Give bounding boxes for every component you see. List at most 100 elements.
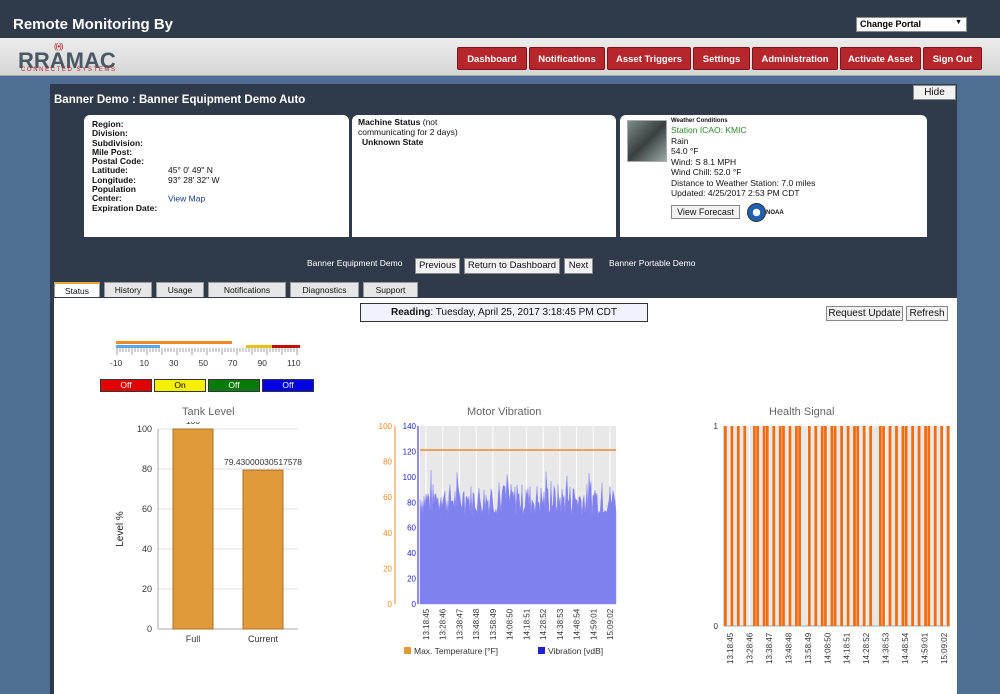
x-tick-label: 13:58:49 [489, 608, 498, 640]
view-map-link[interactable]: View Map [168, 193, 206, 204]
scale-tick-label: 110 [287, 358, 301, 368]
health-bar [888, 426, 892, 626]
health-bar [820, 426, 824, 626]
health-bar [743, 426, 747, 626]
field-label: Latitude: [92, 165, 128, 176]
field-label: Division: [92, 128, 128, 139]
motor-vibration-title: Motor Vibration [467, 406, 542, 418]
health-bar [736, 426, 740, 626]
legend-swatch-vibration [538, 647, 545, 654]
previous-asset-name: Banner Equipment Demo [307, 258, 403, 268]
tab-usage[interactable]: Usage [156, 282, 204, 297]
machine-status-note: (not communicating for 2 days) [358, 117, 458, 137]
y-tick-label: 80 [142, 464, 152, 474]
top-bar: Remote Monitoring By Change Portal ▼ [0, 0, 1000, 38]
health-bar [762, 426, 766, 626]
health-bar [917, 426, 921, 626]
location-fields: Region: Division: Subdivision: Mile Post… [92, 119, 220, 213]
health-bar [862, 426, 866, 626]
tank-level-title: Tank Level [182, 406, 235, 418]
scale-tick-label: 90 [257, 358, 267, 368]
left-y-tick-label: 100 [379, 422, 393, 431]
tab-notifications[interactable]: Notifications [208, 282, 286, 297]
x-tick-label: 14:38:53 [882, 632, 891, 664]
health-bar [856, 426, 860, 626]
nav-sign-out[interactable]: Sign Out [923, 47, 982, 70]
x-tick-label: Current [248, 634, 279, 644]
nav-activate-asset[interactable]: Activate Asset [840, 47, 921, 70]
reading-label: Reading [390, 307, 431, 318]
nav-notifications[interactable]: Notifications [529, 47, 605, 70]
output-indicator-1: Off [100, 379, 152, 392]
rramac-logo[interactable]: ((•)) RRAMAC CONNECTED SYSTEMS [18, 42, 128, 74]
health-bar [878, 426, 882, 626]
output-indicator-3: Off [208, 379, 260, 392]
change-portal-select[interactable]: Change Portal ▼ [856, 17, 967, 32]
tab-support[interactable]: Support [363, 282, 418, 297]
weather-conditions: Weather Conditions Station ICAO: KMIC Ra… [671, 118, 815, 199]
nav-settings[interactable]: Settings [693, 47, 750, 70]
health-bar [904, 426, 908, 626]
x-tick-label: 13:28:46 [745, 632, 754, 664]
y-tick-label: 0 [147, 624, 152, 634]
scale-ticks [116, 348, 298, 355]
x-tick-label: 13:48:48 [784, 632, 793, 664]
field-label: Subdivision: [92, 137, 143, 148]
health-bar [756, 426, 760, 626]
machine-status: Machine Status (not communicating for 2 … [358, 117, 478, 147]
location-card: Region: Division: Subdivision: Mile Post… [84, 115, 349, 237]
field-label: Expiration Date: [92, 202, 158, 213]
y-tick-label: 40 [142, 544, 152, 554]
return-to-dashboard-button[interactable]: Return to Dashboard [464, 258, 560, 274]
machine-status-label: Machine Status [358, 117, 421, 127]
nav-dashboard[interactable]: Dashboard [457, 47, 527, 70]
nav-asset-triggers[interactable]: Asset Triggers [607, 47, 691, 70]
request-update-button[interactable]: Request Update [826, 306, 903, 321]
weather-card: Weather Conditions Station ICAO: KMIC Ra… [620, 115, 927, 237]
weather-line: Rain [671, 135, 689, 146]
health-bar [778, 426, 782, 626]
x-tick-label: 13:18:45 [422, 608, 431, 640]
status-panel: Reading: Tuesday, April 25, 2017 3:18:45… [54, 298, 957, 694]
view-forecast-button[interactable]: View Forecast [671, 205, 740, 219]
left-y-tick-label: 60 [383, 493, 392, 502]
scale-warm-band [246, 345, 272, 348]
x-tick-label: 14:38:53 [556, 608, 565, 640]
vibration-area [419, 469, 617, 605]
health-bar [830, 426, 834, 626]
previous-button[interactable]: Previous [415, 258, 460, 274]
tab-diagnostics[interactable]: Diagnostics [290, 282, 359, 297]
right-y-tick-label: 60 [407, 524, 416, 533]
left-y-tick-label: 80 [383, 458, 392, 467]
y-tick-label: 60 [142, 504, 152, 514]
x-tick-label: 14:59:01 [589, 608, 598, 640]
x-tick-label: 14:08:50 [506, 608, 515, 640]
field-row: Longitude: 93° 28' 32" W [92, 175, 220, 185]
field-row: Latitude: 45° 0' 49" N [92, 165, 220, 176]
tab-status[interactable]: Status [54, 282, 100, 297]
x-tick-label: 13:38:47 [765, 632, 774, 664]
next-button[interactable]: Next [564, 258, 593, 274]
field-row: Region: [92, 119, 220, 129]
health-bar [730, 426, 734, 626]
scale-tick-label: 30 [169, 358, 179, 368]
y-tick-label: 0 [714, 622, 719, 631]
x-tick-label: 14:48:54 [901, 632, 910, 664]
field-row: Subdivision: [92, 137, 220, 148]
health-bar [869, 426, 873, 626]
x-tick-label: 14:18:51 [522, 608, 531, 640]
right-y-tick-label: 120 [403, 447, 417, 456]
nav-administration[interactable]: Administration [752, 47, 838, 70]
signal-icon: ((•)) [54, 42, 64, 51]
health-bar [782, 426, 785, 626]
health-bar [795, 426, 798, 626]
hide-button[interactable]: Hide [913, 85, 956, 100]
tab-history[interactable]: History [104, 282, 152, 297]
refresh-button[interactable]: Refresh [906, 306, 948, 321]
x-tick-label: 13:48:48 [472, 608, 481, 640]
output-indicator-2: On [154, 379, 206, 392]
temperature-scale [116, 341, 300, 355]
health-bar [833, 426, 837, 626]
x-tick-label: 13:58:49 [804, 632, 813, 664]
x-tick-label: 14:28:52 [862, 632, 871, 664]
